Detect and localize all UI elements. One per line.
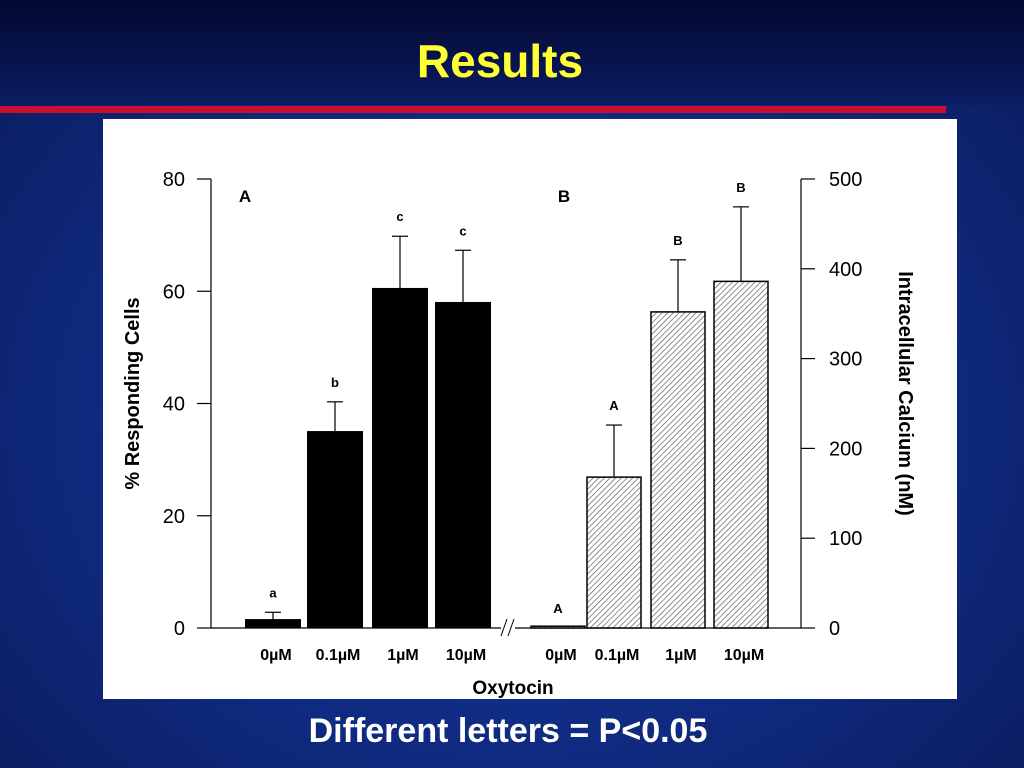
y-tick-label: 60 bbox=[163, 281, 185, 303]
x-tick-label: 0.1µM bbox=[316, 647, 361, 664]
bar bbox=[713, 280, 769, 629]
panel-label: A bbox=[239, 187, 251, 206]
y-tick-label: 40 bbox=[163, 394, 185, 416]
significance-letter: c bbox=[459, 223, 466, 238]
y-tick-label: 500 bbox=[829, 169, 862, 191]
panel-label: B bbox=[558, 187, 570, 206]
bar bbox=[435, 301, 491, 629]
significance-letter: c bbox=[396, 209, 403, 224]
y-axis-label: % Responding Cells bbox=[122, 297, 144, 489]
bar bbox=[372, 287, 428, 629]
bar-chart: 0 20 40 60 80 % Responding Cells Aa 0µM b 0.1µM c 1… bbox=[122, 169, 916, 699]
y-tick-label: 0 bbox=[174, 618, 185, 640]
title-underline bbox=[0, 106, 946, 113]
y-axis-label: Intracellular Calcium (nM) bbox=[894, 271, 916, 516]
significance-letter: B bbox=[673, 233, 682, 248]
y-tick-label: 400 bbox=[829, 259, 862, 281]
axis-break-mark bbox=[500, 618, 508, 637]
significance-letter: A bbox=[609, 398, 619, 413]
y-tick-label: 20 bbox=[163, 506, 185, 528]
x-tick-label: 0µM bbox=[545, 647, 576, 664]
x-tick-label: 10µM bbox=[446, 647, 486, 664]
significance-letter: A bbox=[553, 601, 563, 616]
y-tick-label: 100 bbox=[829, 528, 862, 550]
significance-letter: b bbox=[331, 375, 339, 390]
significance-letter: B bbox=[736, 180, 745, 195]
bar bbox=[586, 476, 642, 629]
x-tick-label: 1µM bbox=[387, 647, 418, 664]
bar bbox=[530, 625, 586, 629]
x-tick-label: 0µM bbox=[260, 647, 291, 664]
y-tick-label: 80 bbox=[163, 169, 185, 191]
bar bbox=[245, 619, 301, 629]
footnote: Different letters = P<0.05 bbox=[308, 712, 708, 750]
title-band bbox=[0, 0, 1024, 105]
slide-title: Results bbox=[416, 35, 584, 87]
x-tick-label: 1µM bbox=[665, 647, 696, 664]
y-tick-label: 200 bbox=[829, 438, 862, 460]
axis-break-mark bbox=[507, 618, 515, 637]
y-tick-label: 300 bbox=[829, 349, 862, 371]
x-axis-label: Oxytocin bbox=[472, 678, 553, 699]
x-tick-label: 0.1µM bbox=[595, 647, 640, 664]
significance-letter: a bbox=[269, 585, 277, 600]
bar bbox=[650, 311, 706, 629]
y-tick-label: 0 bbox=[829, 618, 840, 640]
x-tick-label: 10µM bbox=[724, 647, 764, 664]
bar bbox=[307, 431, 363, 629]
